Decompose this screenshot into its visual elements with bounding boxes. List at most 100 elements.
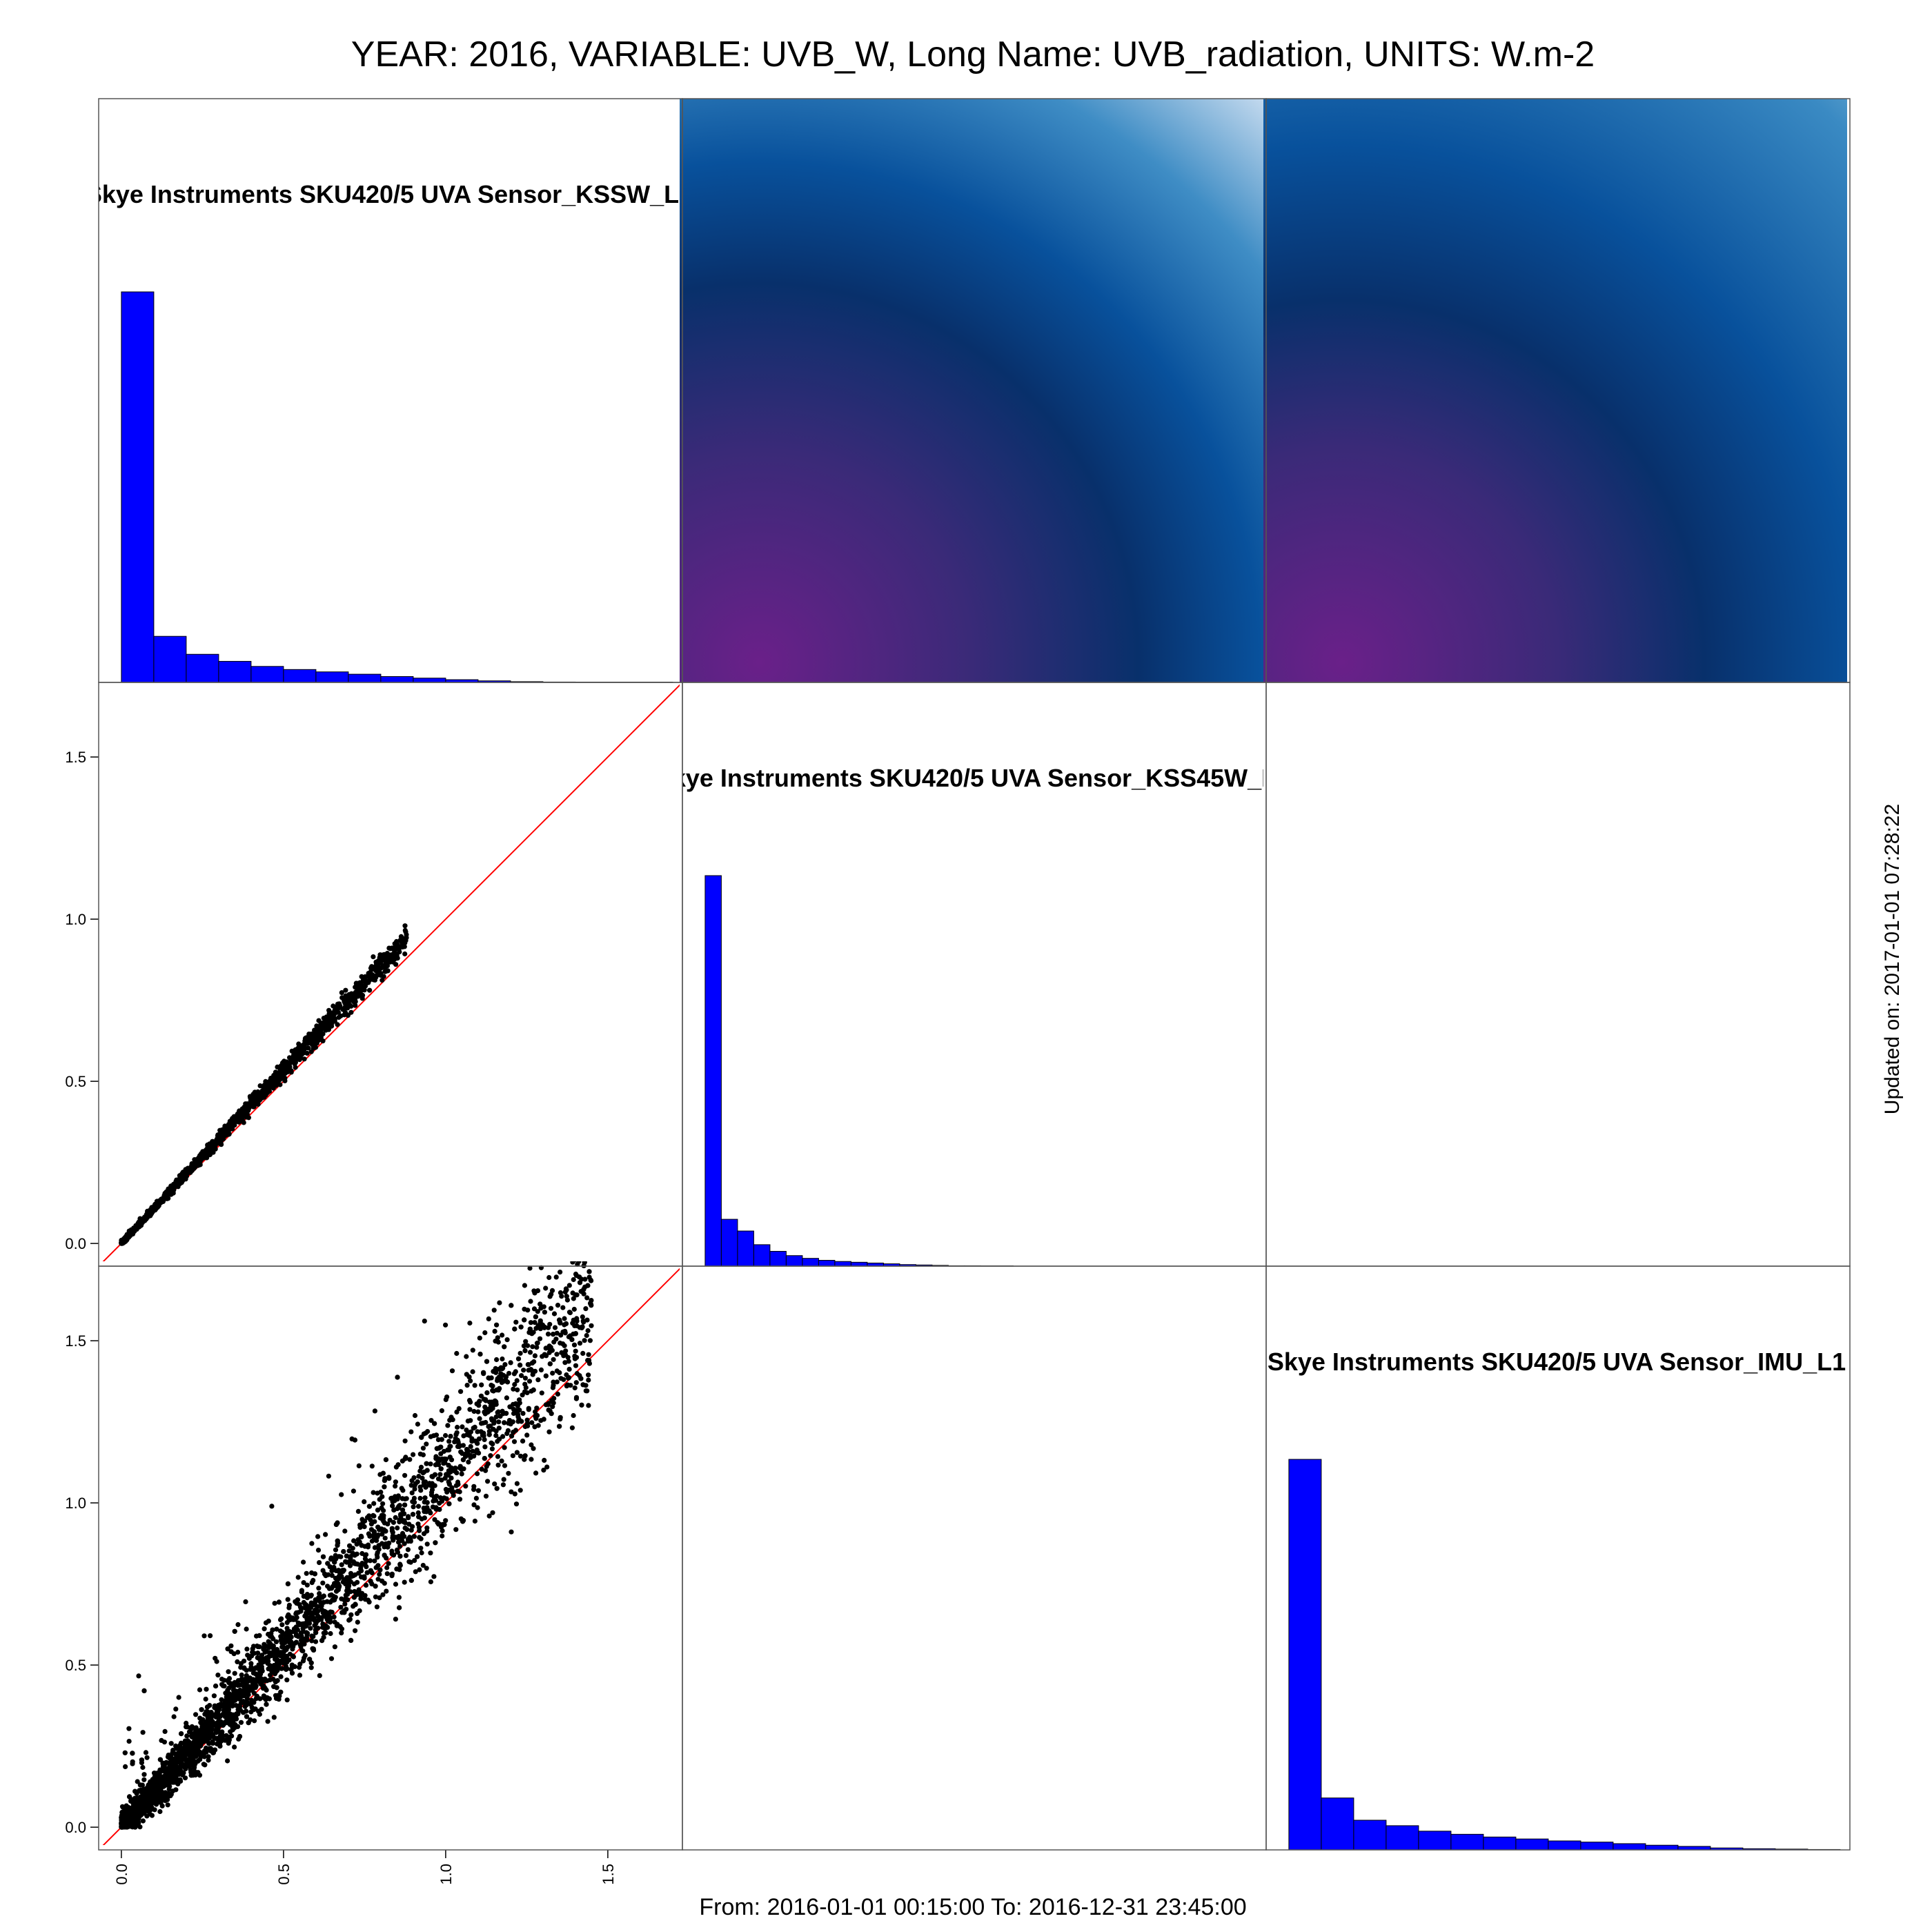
scatter-point: [442, 1475, 448, 1481]
scatter-point: [573, 1348, 578, 1354]
scatter-point: [238, 1700, 244, 1706]
scatter-point: [535, 1323, 541, 1328]
scatter-point: [440, 1456, 445, 1461]
scatter-point: [535, 1309, 540, 1314]
scatter-point: [520, 1410, 526, 1416]
scatter-point: [580, 1382, 586, 1388]
scatter-point: [477, 1351, 483, 1357]
scatter-point: [468, 1443, 473, 1449]
scatter-point: [352, 1552, 357, 1558]
histogram-bar: [1613, 1843, 1646, 1851]
scatter-point: [371, 1513, 377, 1519]
scatter-point: [359, 1590, 365, 1596]
scatter-point: [275, 1650, 280, 1656]
scatter-point: [304, 1582, 310, 1588]
scatter-point: [250, 1649, 255, 1655]
scatter-point: [375, 1550, 380, 1555]
scatter-point: [193, 1712, 199, 1717]
scatter-point: [326, 1007, 332, 1013]
scatter-point: [304, 1637, 310, 1643]
scatter-point: [455, 1424, 460, 1430]
scatter-point: [433, 1493, 440, 1499]
scatter-point: [218, 1141, 224, 1146]
scatter-point: [431, 1574, 437, 1579]
scatter-point: [572, 1385, 578, 1390]
scatter-point: [479, 1382, 484, 1388]
scatter-point: [327, 1564, 333, 1570]
scatter-point: [284, 1067, 289, 1073]
scatter-point: [541, 1304, 546, 1310]
scatter-point: [316, 1595, 322, 1601]
scatter-point: [495, 1409, 501, 1414]
scatter-point: [515, 1356, 522, 1361]
scatter-point: [308, 1049, 314, 1054]
scatter-point: [588, 1301, 593, 1306]
scatter-point: [420, 1452, 426, 1458]
scatter-point: [168, 1187, 173, 1193]
scatter-point: [377, 1567, 383, 1573]
scatter-point: [152, 1771, 157, 1776]
scatter-point: [566, 1236, 571, 1241]
scatter-point: [389, 1526, 395, 1531]
scatter-point: [190, 1773, 196, 1778]
scatter-point: [244, 1708, 249, 1714]
scatter-point: [510, 1453, 516, 1459]
scatter-point: [183, 1763, 188, 1768]
scatter-point: [328, 1592, 334, 1597]
scatter-point: [579, 1402, 584, 1408]
scatter-point: [390, 1533, 396, 1539]
scatter-point: [252, 1098, 257, 1104]
scatter-point: [329, 1021, 335, 1026]
scatter-point: [298, 1637, 304, 1643]
scatter-point: [347, 1543, 353, 1548]
scatter-point: [433, 1540, 438, 1546]
scatter-point: [525, 1308, 531, 1313]
scatter-point: [525, 1343, 531, 1348]
scatter-point: [397, 1517, 402, 1523]
histogram-bar: [283, 669, 317, 683]
scatter-point: [362, 987, 367, 993]
scatter-point: [174, 1744, 179, 1750]
scatter-point: [249, 1653, 255, 1659]
scatter-point: [396, 1504, 402, 1509]
scatter-point: [308, 1602, 314, 1608]
scatter-point: [245, 1653, 250, 1658]
scatter-point: [355, 1619, 360, 1625]
scatter-point: [468, 1378, 473, 1383]
scatter-point: [165, 1754, 171, 1759]
scatter-point: [229, 1122, 235, 1127]
scatter-point: [539, 1390, 544, 1396]
scatter-point: [411, 1504, 416, 1510]
scatter-point: [212, 1705, 217, 1711]
scatter-point: [561, 1377, 566, 1382]
scatter-point: [572, 1261, 577, 1263]
scatter-point: [289, 1670, 295, 1676]
scatter-point: [468, 1399, 473, 1405]
scatter-point: [186, 1750, 192, 1755]
scatter-point: [384, 952, 390, 958]
scatter-point: [285, 1644, 290, 1650]
scatter-point: [329, 1573, 335, 1578]
scatter-point: [534, 1341, 540, 1346]
scatter-point: [467, 1320, 473, 1326]
scatter-point: [226, 1702, 232, 1707]
scatter-point: [552, 1325, 558, 1330]
scatter-point: [561, 1353, 566, 1359]
scatter-point: [264, 1702, 269, 1707]
scatter-point: [400, 1507, 406, 1512]
scatter-point: [437, 1472, 443, 1477]
scatter-point: [205, 1728, 210, 1734]
scatter-point: [141, 1772, 147, 1777]
scatter-point: [234, 1696, 239, 1702]
scatter-point: [491, 1308, 497, 1313]
scatter-point: [195, 1758, 201, 1764]
scatter-point: [377, 1572, 382, 1577]
scatter-point: [164, 1196, 170, 1201]
scatter-point: [324, 1014, 329, 1020]
scatter-point: [460, 1519, 466, 1524]
scatter-point: [521, 1343, 527, 1349]
scatter-point: [402, 1502, 408, 1508]
scatter-point: [395, 1550, 400, 1555]
scatter-point: [139, 1799, 145, 1805]
